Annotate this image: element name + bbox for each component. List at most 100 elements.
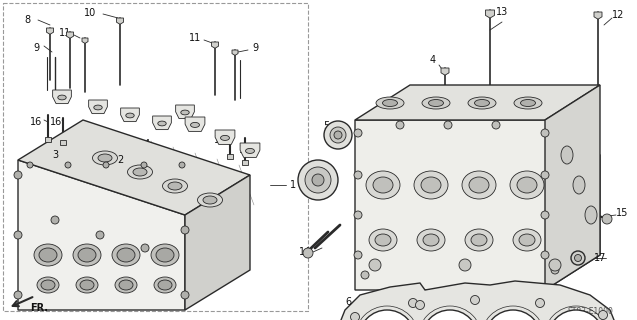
Circle shape [492,121,500,129]
Ellipse shape [382,100,397,107]
Ellipse shape [366,171,400,199]
Circle shape [181,291,189,299]
Ellipse shape [125,113,134,118]
Circle shape [350,313,359,320]
Circle shape [536,299,545,308]
Polygon shape [18,120,250,215]
Polygon shape [82,38,88,44]
Ellipse shape [162,179,187,193]
Polygon shape [89,100,108,114]
Text: 3: 3 [52,150,58,160]
Polygon shape [485,10,494,18]
Ellipse shape [429,100,443,107]
Ellipse shape [465,229,493,251]
Text: 11: 11 [189,33,201,43]
Ellipse shape [561,146,573,164]
Text: 16: 16 [50,117,62,127]
Ellipse shape [510,171,544,199]
Ellipse shape [158,280,172,290]
Polygon shape [232,50,238,55]
Circle shape [312,174,324,186]
Circle shape [303,248,313,258]
Ellipse shape [475,100,489,107]
Ellipse shape [168,182,182,190]
Text: 11: 11 [59,28,71,38]
Ellipse shape [112,244,140,266]
Ellipse shape [156,248,174,262]
Circle shape [459,259,471,271]
Polygon shape [117,18,124,24]
Text: 15: 15 [616,208,628,218]
Ellipse shape [76,277,98,293]
Text: 9: 9 [33,43,39,53]
Circle shape [354,251,362,259]
Circle shape [408,299,417,308]
Circle shape [334,131,342,139]
Ellipse shape [245,148,254,153]
Polygon shape [355,85,600,120]
Circle shape [27,162,33,168]
Circle shape [541,211,549,219]
Ellipse shape [417,229,445,251]
Ellipse shape [376,97,404,109]
Polygon shape [211,42,218,48]
Text: 1: 1 [290,180,296,190]
Circle shape [541,171,549,179]
Text: 16: 16 [214,135,226,145]
Circle shape [14,171,22,179]
Circle shape [298,160,338,200]
Circle shape [444,121,452,129]
Polygon shape [18,160,185,310]
Bar [227,154,233,159]
Text: 14: 14 [299,247,311,257]
Circle shape [485,310,541,320]
Ellipse shape [471,234,487,246]
Polygon shape [53,90,71,104]
Circle shape [359,310,415,320]
Ellipse shape [373,177,393,193]
Ellipse shape [94,105,102,110]
Text: 2: 2 [117,155,123,165]
Ellipse shape [92,151,117,165]
Ellipse shape [573,176,585,194]
Polygon shape [120,108,140,122]
Ellipse shape [421,177,441,193]
Text: 13: 13 [496,7,508,17]
Ellipse shape [80,280,94,290]
Text: 5: 5 [323,121,329,131]
Text: 16: 16 [239,145,251,155]
Circle shape [141,162,147,168]
Circle shape [179,162,185,168]
Polygon shape [47,28,54,34]
Circle shape [354,211,362,219]
Circle shape [354,171,362,179]
Text: 9: 9 [252,43,258,53]
Polygon shape [185,175,250,310]
Ellipse shape [133,168,147,176]
Circle shape [541,251,549,259]
Circle shape [549,259,561,271]
Ellipse shape [469,177,489,193]
Circle shape [354,129,362,137]
Text: 4: 4 [430,55,436,65]
Polygon shape [66,32,73,38]
Circle shape [599,310,608,319]
Ellipse shape [127,165,152,179]
Ellipse shape [117,248,135,262]
Ellipse shape [520,100,536,107]
Ellipse shape [37,277,59,293]
Ellipse shape [119,280,133,290]
Text: ST83-E1000: ST83-E1000 [567,308,613,316]
Ellipse shape [34,244,62,266]
Circle shape [361,271,369,279]
Text: 16: 16 [30,117,42,127]
Circle shape [369,259,381,271]
Ellipse shape [190,122,199,127]
Circle shape [305,167,331,193]
Circle shape [396,121,404,129]
Ellipse shape [517,177,537,193]
Circle shape [422,310,478,320]
Ellipse shape [158,121,166,126]
Circle shape [65,162,71,168]
Circle shape [324,121,352,149]
